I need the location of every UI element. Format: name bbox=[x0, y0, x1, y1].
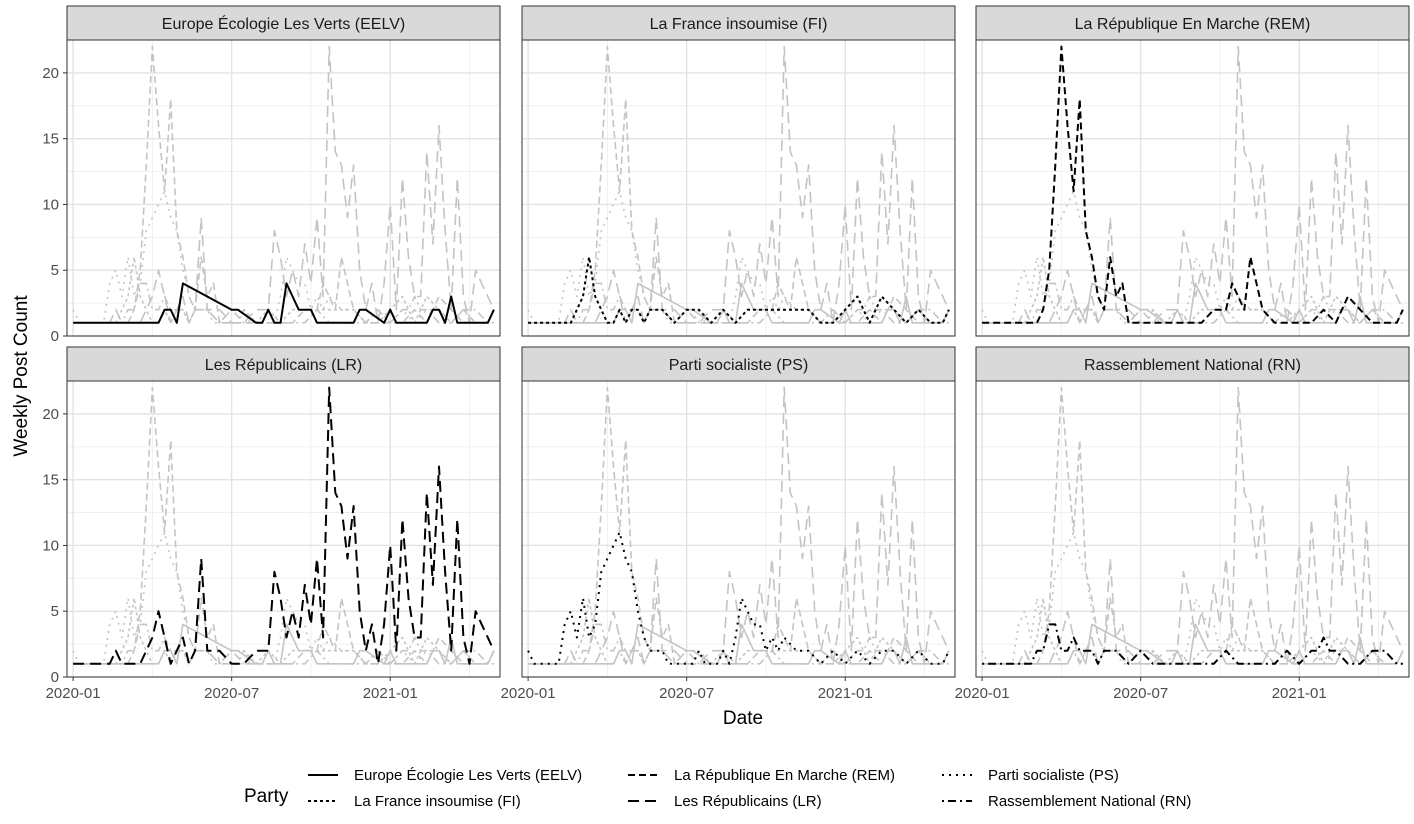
legend-label: La France insoumise (FI) bbox=[354, 793, 521, 810]
legend-item: Europe Écologie Les Verts (EELV) bbox=[308, 767, 582, 784]
x-tick-label: 2020-07 bbox=[1113, 685, 1168, 702]
legend-label: Rassemblement National (RN) bbox=[988, 793, 1191, 810]
series-line bbox=[982, 386, 1404, 665]
legend-item: Parti socialiste (PS) bbox=[942, 767, 1119, 784]
series-line bbox=[981, 190, 1404, 324]
x-tick-label: 2020-07 bbox=[659, 685, 714, 702]
series-line bbox=[981, 531, 1404, 665]
facet-strip-label: La France insoumise (FI) bbox=[650, 16, 828, 33]
series-line bbox=[73, 45, 495, 324]
facet-strip bbox=[66, 346, 501, 382]
facet-strip-label: Les Républicains (LR) bbox=[205, 357, 362, 374]
x-tick-label: 2021-01 bbox=[818, 685, 873, 702]
series-line bbox=[73, 597, 495, 665]
y-axis-title: Weekly Post Count bbox=[11, 295, 32, 457]
y-tick-label: 15 bbox=[42, 472, 59, 489]
legend-label: La République En Marche (REM) bbox=[674, 767, 895, 784]
facet-panel: Les Républicains (LR) 0 5 10 15 20 2020-01 2020… bbox=[42, 346, 501, 702]
facet-panel: Rassemblement National (RN) 2020-01 2020-0… bbox=[955, 346, 1410, 702]
y-tick-label: 20 bbox=[42, 65, 59, 82]
series-line bbox=[982, 45, 1404, 324]
series-line bbox=[528, 623, 949, 665]
series-line bbox=[528, 386, 950, 665]
facet-strip bbox=[521, 346, 956, 382]
y-tick-label: 0 bbox=[51, 669, 59, 686]
x-tick-label: 2021-01 bbox=[363, 685, 418, 702]
facet-panel: La France insoumise (FI) bbox=[521, 5, 956, 337]
series-line bbox=[73, 386, 495, 665]
y-tick-label: 15 bbox=[42, 131, 59, 148]
facet-strip bbox=[975, 5, 1410, 41]
series-line bbox=[73, 623, 494, 665]
facet-panels: Europe Écologie Les Verts (EELV) 0 5 10 15 20… bbox=[42, 5, 1410, 702]
facet-strip bbox=[975, 346, 1410, 382]
panel-border bbox=[975, 380, 1410, 678]
x-tick-label: 2021-01 bbox=[1272, 685, 1327, 702]
legend-title: Party bbox=[244, 786, 289, 807]
facet-strip-label: Parti socialiste (PS) bbox=[669, 357, 809, 374]
panel-border bbox=[66, 39, 501, 337]
y-tick-label: 20 bbox=[42, 406, 59, 423]
series-line bbox=[982, 256, 1404, 324]
facet-strip bbox=[66, 5, 501, 41]
y-tick-label: 0 bbox=[51, 328, 59, 345]
legend-label: Les Républicains (LR) bbox=[674, 793, 822, 810]
series-line bbox=[982, 597, 1404, 665]
panel-border bbox=[66, 380, 501, 678]
y-tick-label: 5 bbox=[51, 603, 59, 620]
x-tick-label: 2020-01 bbox=[955, 685, 1010, 702]
y-tick-label: 5 bbox=[51, 262, 59, 279]
y-tick-label: 10 bbox=[42, 537, 59, 554]
panel-border bbox=[521, 39, 956, 337]
series-line bbox=[982, 45, 1404, 324]
series-line bbox=[528, 597, 950, 665]
facet-strip-label: Rassemblement National (RN) bbox=[1084, 357, 1301, 374]
facet-panel: Parti socialiste (PS) 2020-01 2020-07 2021-… bbox=[501, 346, 956, 702]
series-line bbox=[527, 531, 950, 665]
y-tick-label: 10 bbox=[42, 196, 59, 213]
series-line bbox=[72, 531, 495, 665]
series-line bbox=[73, 282, 495, 324]
legend-item: Les Républicains (LR) bbox=[628, 793, 822, 810]
series-line bbox=[528, 256, 950, 324]
x-tick-label: 2020-01 bbox=[46, 685, 101, 702]
legend-label: Parti socialiste (PS) bbox=[988, 767, 1119, 784]
x-tick-label: 2020-01 bbox=[501, 685, 556, 702]
facet-strip-label: Europe Écologie Les Verts (EELV) bbox=[162, 14, 405, 33]
x-tick-label: 2020-07 bbox=[204, 685, 259, 702]
series-line bbox=[73, 282, 494, 324]
facet-panel: Europe Écologie Les Verts (EELV) 0 5 10 15 20 bbox=[42, 5, 501, 345]
series-line bbox=[528, 282, 949, 324]
panel-border bbox=[521, 380, 956, 678]
facet-panel: La République En Marche (REM) bbox=[975, 5, 1410, 337]
facet-strip-label: La République En Marche (REM) bbox=[1075, 16, 1311, 33]
series-line bbox=[527, 190, 950, 324]
legend-item: La République En Marche (REM) bbox=[628, 767, 895, 784]
x-axis-title: Date bbox=[723, 708, 763, 729]
series-line bbox=[982, 623, 1403, 665]
series-line bbox=[528, 45, 950, 324]
legend-item: La France insoumise (FI) bbox=[308, 793, 521, 810]
legend: Party Europe Écologie Les Verts (EELV) La… bbox=[244, 767, 1191, 810]
legend-item: Rassemblement National (RN) bbox=[942, 793, 1191, 810]
panel-border bbox=[975, 39, 1410, 337]
legend-label: Europe Écologie Les Verts (EELV) bbox=[354, 767, 582, 784]
